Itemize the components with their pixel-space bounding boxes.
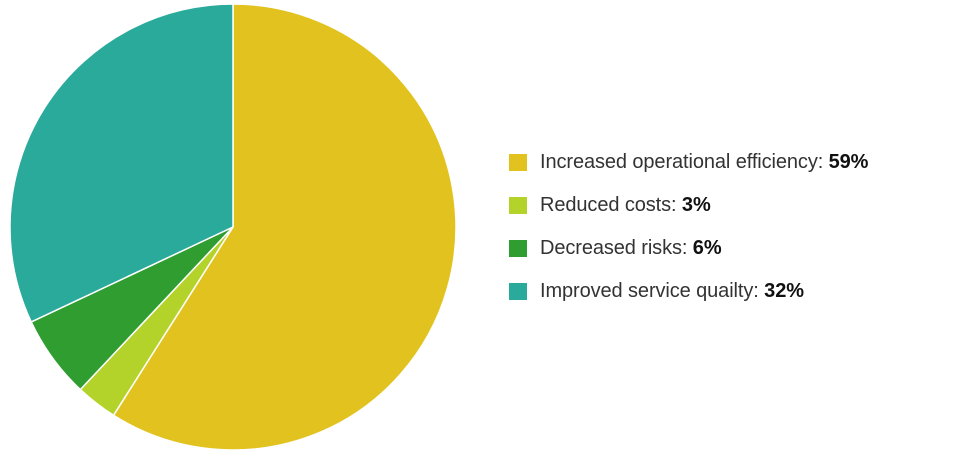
legend-value: 59% bbox=[828, 150, 869, 173]
legend-swatch bbox=[509, 282, 527, 300]
legend-label: Decreased risks: 6% bbox=[540, 237, 722, 260]
legend-label-text: Improved service quailty: bbox=[540, 279, 765, 302]
legend-label: Improved service quailty: 32% bbox=[540, 280, 804, 303]
legend-item-increased-operational-efficiency[interactable]: Increased operational efficiency: 59% bbox=[509, 148, 868, 176]
legend-label-text: Reduced costs: bbox=[540, 193, 682, 216]
legend-value: 32% bbox=[764, 279, 804, 302]
legend-value: 6% bbox=[692, 236, 722, 259]
legend-swatch bbox=[509, 196, 527, 214]
legend-label: Reduced costs: 3% bbox=[540, 194, 711, 217]
chart-legend: Increased operational efficiency: 59% Red… bbox=[509, 148, 868, 305]
legend-swatch bbox=[509, 239, 527, 257]
legend-label: Increased operational efficiency: 59% bbox=[540, 151, 868, 174]
pie-slice-increased-operational-efficiency[interactable] bbox=[112, 3, 457, 451]
pie-slice-improved-service-quailty[interactable] bbox=[9, 3, 234, 323]
legend-label-text: Decreased risks: bbox=[540, 236, 693, 259]
legend-label-text: Increased operational efficiency: bbox=[540, 150, 829, 173]
pie-plot-area bbox=[9, 3, 457, 451]
legend-item-decreased-risks[interactable]: Decreased risks: 6% bbox=[509, 234, 868, 262]
legend-value: 3% bbox=[681, 193, 711, 216]
legend-swatch bbox=[509, 153, 527, 171]
legend-item-reduced-costs[interactable]: Reduced costs: 3% bbox=[509, 191, 868, 219]
legend-item-improved-service-quailty[interactable]: Improved service quailty: 32% bbox=[509, 277, 868, 305]
